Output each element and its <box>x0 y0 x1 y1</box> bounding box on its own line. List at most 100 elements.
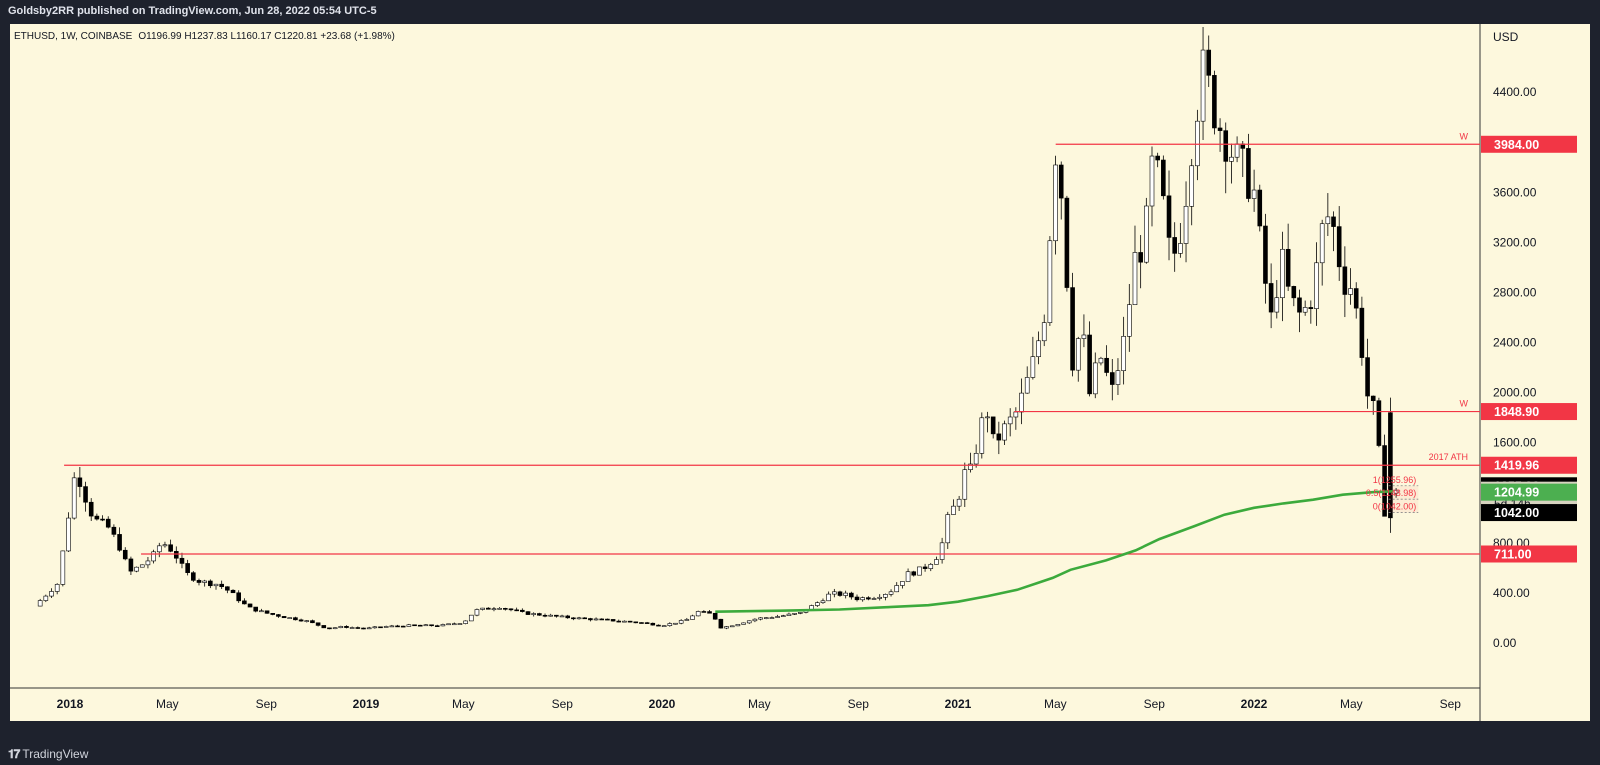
candle-body <box>332 627 338 630</box>
x-tick-label: Sep <box>552 697 574 711</box>
candle-body <box>1200 49 1206 122</box>
y-tick-label: 1600.00 <box>1493 436 1537 450</box>
candle-body <box>866 597 871 600</box>
candle-body <box>1206 49 1212 76</box>
candle-body <box>820 600 826 603</box>
x-tick-label: May <box>156 697 179 711</box>
candle-body <box>412 624 417 627</box>
candle-body <box>429 624 434 627</box>
candle-body <box>1246 148 1251 199</box>
tradingview-logo[interactable]: 𝟏𝟕 TradingView <box>8 747 88 762</box>
candle-body <box>939 542 945 560</box>
candle-body <box>985 416 990 419</box>
levels-layer: W W 2017 ATH <box>64 131 1480 555</box>
time-axis[interactable] <box>10 688 1480 721</box>
candle-body <box>315 622 321 626</box>
candle-body <box>242 600 247 605</box>
candle-body <box>71 477 77 519</box>
candle-body <box>1132 252 1138 306</box>
price-axis[interactable] <box>1480 24 1590 721</box>
candle-body <box>1331 216 1336 227</box>
candle-body <box>1223 130 1229 162</box>
candle-body <box>111 526 117 535</box>
footer-bar: 𝟏𝟕 TradingView <box>0 743 1600 765</box>
candle-body <box>945 514 951 544</box>
candle-body <box>440 624 446 627</box>
x-tick-label: 2021 <box>945 697 972 711</box>
candle-body <box>576 617 582 620</box>
candle-body <box>83 486 88 503</box>
candle-body <box>1155 155 1160 161</box>
x-tick-label: 2019 <box>353 697 380 711</box>
candle-body <box>1297 297 1302 313</box>
x-tick-label: Sep <box>1144 697 1166 711</box>
price-labels-layer: 3984.001848.901419.96711.001255.961220.8… <box>1481 135 1577 563</box>
candle-body <box>1195 120 1200 167</box>
candle-body <box>968 463 973 470</box>
candle-body <box>208 580 213 587</box>
candle-body <box>276 614 281 617</box>
candle-body <box>1064 197 1070 288</box>
candle-body <box>690 615 695 620</box>
level-price-label-bg <box>1481 135 1577 153</box>
candle-body <box>673 622 678 625</box>
candle-body <box>145 560 151 566</box>
candle-body <box>860 597 865 601</box>
candle-body <box>1058 164 1064 199</box>
candle-body <box>468 614 474 622</box>
candle-body <box>298 619 304 622</box>
plot-area[interactable] <box>10 24 1480 688</box>
ohlc-values: O1196.99 H1237.83 L1160.17 C1220.81 +23.… <box>138 31 395 42</box>
candle-body <box>253 606 259 612</box>
candle-body <box>372 626 378 629</box>
candle-body <box>1302 307 1308 313</box>
candle-body <box>877 596 883 599</box>
fib-label: 1(1255.96) <box>1373 475 1417 485</box>
x-tick-label: May <box>748 697 771 711</box>
candle-body <box>1382 445 1387 517</box>
candle-body <box>66 517 71 552</box>
price-chart[interactable]: W W 2017 ATH 1(1255.96) 0.5(1148.98) 0(1042.… <box>10 24 1590 721</box>
candle-body <box>37 600 43 607</box>
candle-body <box>321 625 327 629</box>
candle-body <box>434 625 440 627</box>
candle-body <box>1138 252 1143 263</box>
symbol-title: ETHUSD, 1W, COINBASE <box>14 31 133 42</box>
price-label-black-bg <box>1481 504 1577 522</box>
y-tick-label: 4400.00 <box>1493 85 1537 99</box>
candle-body <box>775 616 780 618</box>
candle-body <box>139 564 145 568</box>
candle-body <box>1098 357 1104 364</box>
candle-body <box>837 591 843 596</box>
candle-body <box>1280 248 1285 299</box>
level-price-label-bg <box>1481 403 1577 421</box>
candle-body <box>247 603 253 608</box>
candle-body <box>1342 266 1348 295</box>
candle-body <box>928 564 934 569</box>
candle-body <box>1172 237 1177 254</box>
candle-body <box>1268 283 1274 313</box>
level-price-label: 711.00 <box>1494 547 1532 561</box>
candle-body <box>378 626 383 629</box>
candle-body <box>656 624 661 627</box>
candle-body <box>905 571 911 582</box>
tv-logo-icon: 𝟏𝟕 <box>8 747 20 761</box>
candle-body <box>537 613 542 616</box>
candle-body <box>94 515 100 520</box>
candle-body <box>712 612 718 620</box>
fib-label: 0(1042.00) <box>1373 502 1417 512</box>
candle-body <box>270 613 276 615</box>
fib-layer: 1(1255.96) 0.5(1148.98) 0(1042.00) <box>1366 475 1419 513</box>
price-label-black: 1042.00 <box>1494 506 1539 520</box>
candle-body <box>1013 411 1019 418</box>
candle-body <box>1308 307 1314 309</box>
candle-body <box>349 627 355 629</box>
candle-body <box>996 433 1002 441</box>
candle-body <box>100 518 105 521</box>
candle-body <box>684 619 690 621</box>
candle-body <box>1314 262 1319 309</box>
candle-body <box>156 545 162 553</box>
candle-body <box>366 627 372 630</box>
candle-body <box>888 591 894 595</box>
candle-body <box>610 619 616 622</box>
